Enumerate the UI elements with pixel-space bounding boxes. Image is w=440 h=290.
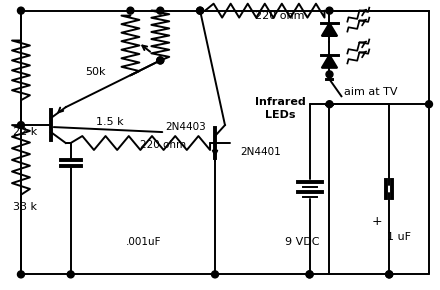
Circle shape xyxy=(18,122,25,128)
Text: 33 k: 33 k xyxy=(13,202,37,212)
Circle shape xyxy=(18,7,25,14)
Circle shape xyxy=(326,7,333,14)
Circle shape xyxy=(306,271,313,278)
Circle shape xyxy=(127,7,134,14)
Circle shape xyxy=(157,7,164,14)
Circle shape xyxy=(18,271,25,278)
Text: 9 VDC: 9 VDC xyxy=(285,237,319,246)
Polygon shape xyxy=(322,23,337,36)
Text: 2N4403: 2N4403 xyxy=(165,122,206,132)
Polygon shape xyxy=(322,55,337,68)
Circle shape xyxy=(157,57,164,64)
Circle shape xyxy=(197,7,204,14)
Circle shape xyxy=(212,271,219,278)
Text: 22 k: 22 k xyxy=(13,127,37,137)
Text: 220 ohm: 220 ohm xyxy=(255,11,304,21)
Text: 1.5 k: 1.5 k xyxy=(95,117,123,127)
Text: 220 ohm: 220 ohm xyxy=(140,140,187,150)
Circle shape xyxy=(425,101,433,108)
Text: aim at TV: aim at TV xyxy=(345,87,398,97)
Text: LEDs: LEDs xyxy=(265,110,295,120)
Circle shape xyxy=(306,271,313,278)
Circle shape xyxy=(326,101,333,108)
Circle shape xyxy=(157,57,164,64)
Text: Infrared: Infrared xyxy=(255,97,306,107)
Text: .001uF: .001uF xyxy=(125,237,161,246)
Text: 1 uF: 1 uF xyxy=(387,231,411,242)
Text: 50k: 50k xyxy=(86,67,106,77)
Circle shape xyxy=(386,271,392,278)
Circle shape xyxy=(67,271,74,278)
Circle shape xyxy=(326,71,333,78)
Text: 2N4401: 2N4401 xyxy=(240,147,281,157)
Circle shape xyxy=(197,7,204,14)
Text: +: + xyxy=(371,215,382,228)
Circle shape xyxy=(386,271,392,278)
